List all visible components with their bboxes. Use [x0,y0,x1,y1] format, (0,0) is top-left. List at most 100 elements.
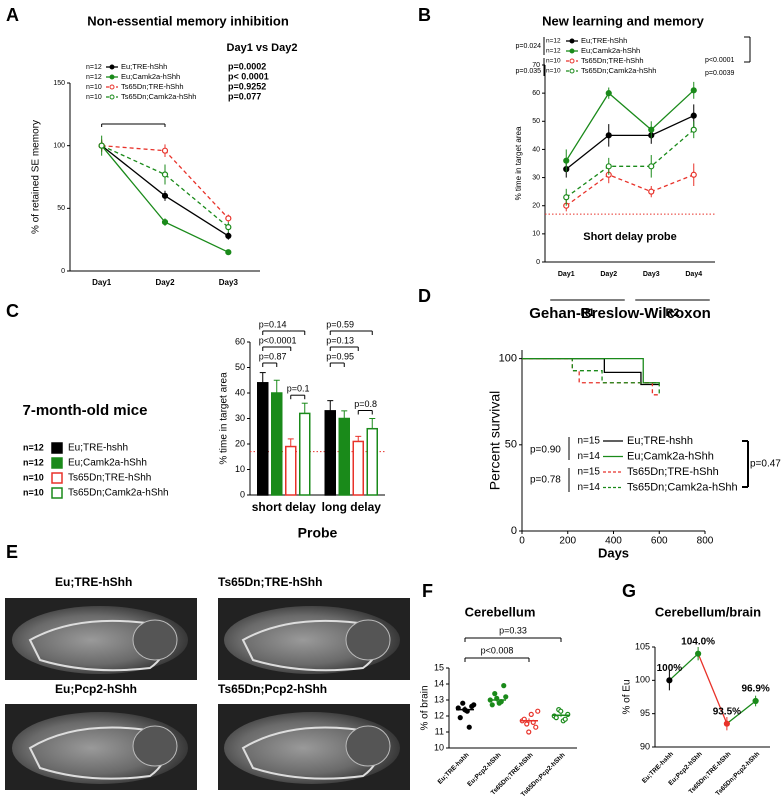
panel-label: F [422,581,433,601]
bar [271,392,283,496]
y-tick-label: 13 [434,694,444,704]
legend-p: p< 0.0001 [228,71,269,81]
y-tick-label: 60 [235,336,245,346]
y-tick-label: 10 [434,742,444,752]
series-line [565,89,695,162]
legend-label: Ts65Dn;TRE-hShh [627,466,719,478]
series-line [101,145,229,228]
y-tick-label: 100 [499,353,517,365]
p-label: p=0.95 [326,351,354,361]
data-point [563,194,570,201]
y-tick-label: 100 [53,143,65,150]
legend-n: n=12 [546,48,561,55]
data-point [161,171,169,178]
series-line [565,129,695,198]
data-label: 100% [657,663,683,674]
legend-n: n=12 [86,74,102,81]
y-tick-label: 40 [532,146,540,153]
legend-swatch [109,94,115,100]
chart-title: Cerebellum [465,604,536,619]
bar [257,382,269,496]
series-line [565,174,694,207]
x-tick-label: Day1 [92,278,112,287]
legend-swatch [109,74,115,80]
data-point [225,215,232,222]
chart-title: New learning and memory [542,13,705,28]
image-label: Eu;TRE-hShh [55,575,132,589]
p-label: p<0.008 [481,645,514,655]
data-point [98,142,105,149]
y-tick-label: 50 [235,362,245,372]
data-point [690,87,697,94]
data-point [501,682,507,689]
y-axis-label: Percent survival [487,391,503,491]
legend-swatch [569,68,575,74]
p-label: p<0.0001 [259,335,297,345]
y-axis-label: % of retained SE memory [31,120,42,234]
data-point [690,126,697,133]
legend-label: Eu;TRE-hshh [627,435,693,447]
y-tick-label: 50 [505,439,517,451]
data-label: 93.5% [713,706,741,717]
data-point [535,708,541,714]
bar [366,427,378,496]
data-point [225,224,232,231]
data-point [457,714,463,721]
data-point [528,711,534,718]
y-tick-label: 50 [532,118,540,125]
legend-p: p=0.9252 [228,81,266,91]
chart-title: Gehan-Breslow-Wilcoxon [529,305,711,322]
p-label: p=0.90 [530,445,561,456]
x-tick-label: Eu;Pcp2-hShh [466,752,502,788]
data-point [558,708,564,714]
y-tick-label: 30 [532,174,540,181]
data-point [562,716,568,722]
data-point [225,249,232,256]
p-label: p=0.33 [499,625,527,635]
x-tick-label: 200 [559,536,576,547]
legend-swatch [51,457,63,469]
legend-n: n=10 [23,472,44,482]
y-axis-label: % time in target area [514,126,523,200]
survival-line [522,357,660,396]
mri-image [5,704,197,790]
legend-swatch [569,58,575,64]
x-tick-label: Day2 [600,271,617,278]
legend-swatch [51,487,63,499]
legend-label: Ts65Dn;Camk2a-hShh [68,488,169,499]
y-tick-label: 70 [532,62,540,69]
legend-n: n=10 [546,68,561,75]
legend-label: Ts65Dn;TRE-hShh [68,473,151,484]
legend-n: n=15 [577,436,600,447]
annotation: Short delay probe [583,231,677,243]
data-point [648,188,655,195]
data-point [161,192,169,199]
data-point [460,700,466,706]
legend-label: Eu;TRE-hshh [68,443,128,454]
y-tick-label: 90 [640,741,650,751]
panel-label: B [418,5,431,25]
y-tick-label: 20 [235,438,245,448]
panel-label: E [6,542,18,562]
bar [352,440,364,496]
bar [299,412,311,496]
y-tick-label: 95 [640,708,650,718]
p-label: p=0.1 [287,384,310,394]
p-label: p=0.8 [354,399,377,409]
mri-image [218,704,410,790]
legend-n: n=12 [23,457,44,467]
legend-n: n=10 [86,94,102,101]
x-axis-label: Probe [298,525,338,541]
y-tick-label: 0 [511,525,517,537]
survival-line [522,357,660,384]
legend-label: Eu;TRE-hShh [581,36,627,45]
data-point [466,724,472,730]
mri-image [218,598,410,680]
y-tick-label: 150 [53,80,65,87]
y-tick-label: 0 [240,489,245,499]
data-point [690,171,697,178]
x-axis-label: Days [598,545,629,560]
data-point [605,163,612,170]
data-point [666,677,673,684]
image-label: Eu;Pcp2-hShh [55,682,137,696]
